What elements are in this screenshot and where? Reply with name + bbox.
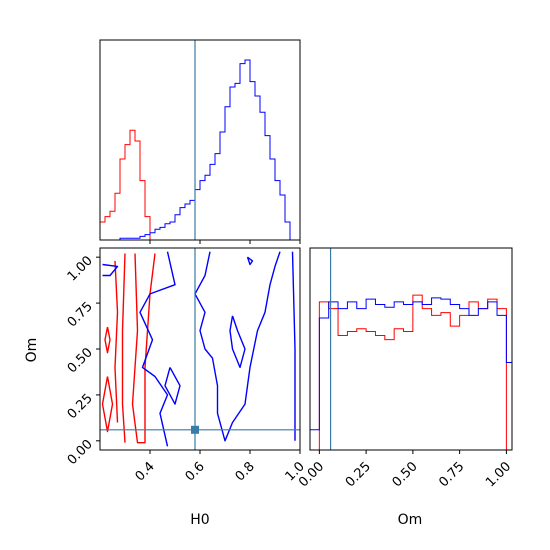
om-x-tick-label-3: 0.75 [436,459,467,490]
contour-series-1-level-6 [246,256,254,266]
om-histogram-series-1 [310,297,512,450]
om-y-tick-label-4: 1.00 [65,253,96,284]
om-x-tick-label-1: 0.25 [343,459,374,490]
om-histogram-axis-label: Om [398,512,423,528]
contour-series-1-level-2 [229,315,246,369]
contour-series-0-level-3 [101,376,114,433]
om-y-tick-label-0: 0.00 [65,437,96,468]
om-y-tick-label-1: 0.25 [65,391,96,422]
contour-series-1-level-3 [164,367,181,405]
om-axis-label: Om [24,338,40,363]
om-x-tick-label-4: 1.00 [483,459,514,490]
contour-frame [99,247,301,451]
h0-om-contour-panel: 0.4 0.6 0.8 1.00.000.250.500.751.00 [65,247,308,484]
contour-series-1-level-0 [139,251,176,447]
h0-histogram-series-0 [100,129,155,240]
contour-series-0-level-2 [114,260,119,423]
om-y-tick-label-3: 0.75 [65,299,96,330]
h0-axis-label: H0 [190,512,209,528]
contour-series-1-level-1 [194,251,281,442]
h0-histogram-plot-area [100,40,291,240]
contour-series-1-level-4 [102,263,119,277]
h0-x-tick-label-1: 0.6 [183,459,208,484]
contour-series-1-level-5 [291,251,296,441]
om-histogram-plot-area [310,248,512,450]
contour-series-0-level-1 [121,253,126,443]
h0-histogram-panel [99,39,301,244]
h0-x-tick-label-0: 0.4 [133,459,158,484]
om-histogram-panel: 0.00 0.25 0.50 0.75 1.00 [296,247,514,490]
contour-series-0-level-0 [131,253,156,444]
om-histogram-frame [309,247,513,451]
om-y-tick-label-2: 0.50 [65,345,96,376]
truth-point-marker [191,425,199,434]
contour-series-0-level-4 [104,326,111,354]
h0-histogram-series-1 [100,59,291,240]
om-histogram-series-0 [318,294,507,450]
contour-plot-area [100,248,300,450]
h0-x-tick-label-2: 0.8 [233,459,258,484]
om-x-tick-label-2: 0.50 [390,459,421,490]
